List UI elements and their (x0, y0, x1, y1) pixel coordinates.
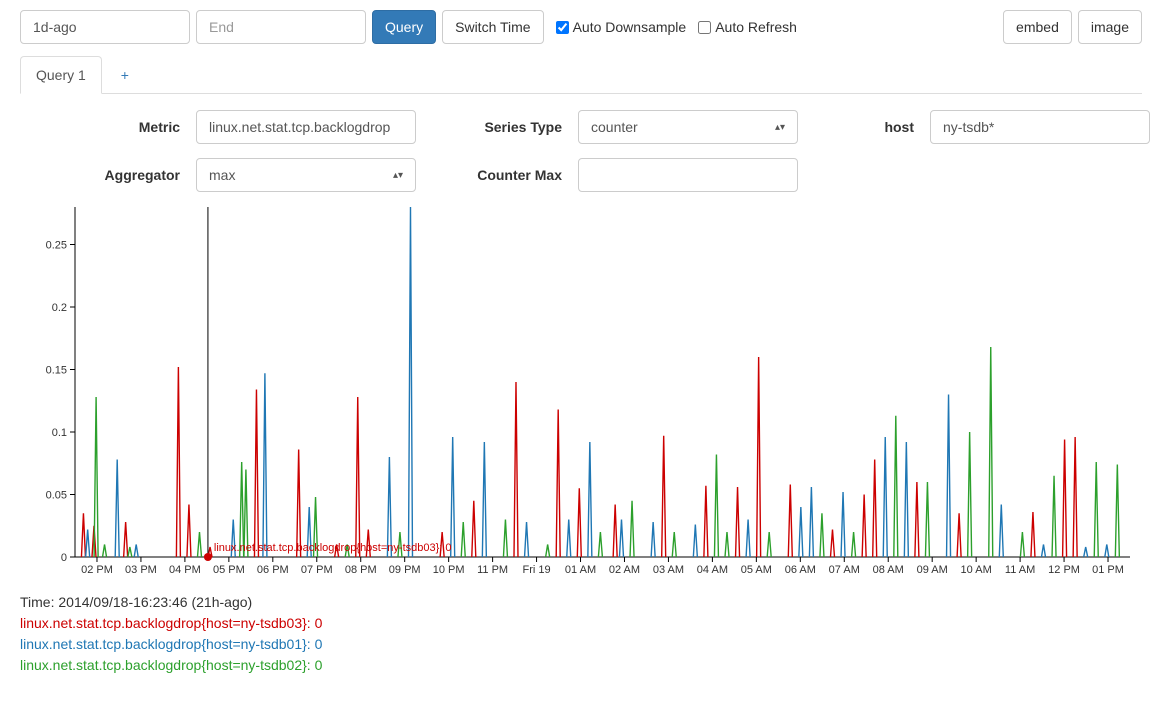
svg-text:04 AM: 04 AM (697, 564, 728, 576)
svg-text:0: 0 (61, 552, 67, 564)
host-label: host (814, 119, 914, 135)
svg-text:01 PM: 01 PM (1092, 564, 1124, 576)
svg-text:0.15: 0.15 (46, 365, 67, 377)
svg-text:0.25: 0.25 (46, 240, 67, 252)
svg-text:08 AM: 08 AM (873, 564, 904, 576)
legend-item: linux.net.stat.tcp.backlogdrop{host=ny-t… (20, 613, 1142, 634)
svg-text:10 PM: 10 PM (433, 564, 465, 576)
svg-text:11 AM: 11 AM (1005, 564, 1035, 576)
series-type-value: counter (591, 119, 638, 135)
embed-button[interactable]: embed (1003, 10, 1072, 44)
legend: Time: 2014/09/18-16:23:46 (21h-ago) linu… (20, 592, 1142, 676)
svg-text:07 AM: 07 AM (829, 564, 860, 576)
svg-text:0.2: 0.2 (52, 302, 67, 314)
svg-text:04 PM: 04 PM (169, 564, 201, 576)
tab-add-button[interactable]: + (106, 57, 144, 93)
svg-text:03 AM: 03 AM (653, 564, 684, 576)
start-input[interactable] (20, 10, 190, 44)
auto-downsample-checkbox[interactable]: Auto Downsample (556, 19, 687, 35)
top-toolbar: Query Switch Time Auto Downsample Auto R… (20, 10, 1142, 44)
switch-time-button[interactable]: Switch Time (442, 10, 543, 44)
svg-text:06 AM: 06 AM (785, 564, 816, 576)
chart-container: 0 0.05 0.1 0.15 0.2 0.25 02 PM 03 PM 04 PM 05 PM 0… (20, 202, 1142, 582)
aggregator-select[interactable]: max ▴▾ (196, 158, 416, 192)
legend-time: Time: 2014/09/18-16:23:46 (21h-ago) (20, 592, 1142, 613)
svg-text:Fri 19: Fri 19 (523, 564, 551, 576)
auto-downsample-input[interactable] (556, 21, 569, 34)
svg-text:02 AM: 02 AM (609, 564, 640, 576)
legend-item: linux.net.stat.tcp.backlogdrop{host=ny-t… (20, 655, 1142, 676)
chevron-updown-icon: ▴▾ (775, 122, 785, 133)
svg-text:02 PM: 02 PM (81, 564, 113, 576)
counter-max-input[interactable] (578, 158, 798, 192)
svg-text:07 PM: 07 PM (301, 564, 333, 576)
aggregator-value: max (209, 167, 235, 183)
host-input[interactable] (930, 110, 1150, 144)
series-type-select[interactable]: counter ▴▾ (578, 110, 798, 144)
svg-text:03 PM: 03 PM (125, 564, 157, 576)
svg-text:05 AM: 05 AM (741, 564, 772, 576)
legend-item: linux.net.stat.tcp.backlogdrop{host=ny-t… (20, 634, 1142, 655)
auto-refresh-input[interactable] (698, 21, 711, 34)
svg-text:12 PM: 12 PM (1048, 564, 1080, 576)
auto-refresh-checkbox[interactable]: Auto Refresh (698, 19, 797, 35)
svg-text:09 PM: 09 PM (389, 564, 421, 576)
time-series-chart[interactable]: 0 0.05 0.1 0.15 0.2 0.25 02 PM 03 PM 04 PM 05 PM 0… (20, 202, 1140, 582)
svg-text:06 PM: 06 PM (257, 564, 289, 576)
end-input[interactable] (196, 10, 366, 44)
auto-refresh-label: Auto Refresh (715, 19, 797, 35)
svg-text:01 AM: 01 AM (565, 564, 596, 576)
series-type-label: Series Type (432, 119, 562, 135)
query-button[interactable]: Query (372, 10, 436, 44)
svg-text:05 PM: 05 PM (213, 564, 245, 576)
metric-input[interactable] (196, 110, 416, 144)
tab-query-1[interactable]: Query 1 (20, 56, 102, 94)
svg-text:11 PM: 11 PM (477, 564, 508, 576)
svg-text:10 AM: 10 AM (961, 564, 992, 576)
query-form: Metric Series Type counter ▴▾ host Aggre… (40, 110, 1142, 192)
metric-label: Metric (40, 119, 180, 135)
svg-text:linux.net.stat.tcp.backlogdrop: linux.net.stat.tcp.backlogdrop{host=ny-t… (214, 542, 452, 554)
svg-text:08 PM: 08 PM (345, 564, 377, 576)
svg-text:0.05: 0.05 (46, 490, 67, 502)
counter-max-label: Counter Max (432, 167, 562, 183)
image-button[interactable]: image (1078, 10, 1142, 44)
aggregator-label: Aggregator (40, 167, 180, 183)
auto-downsample-label: Auto Downsample (573, 19, 687, 35)
query-tabs: Query 1 + (20, 56, 1142, 94)
svg-text:0.1: 0.1 (52, 427, 67, 439)
svg-text:09 AM: 09 AM (917, 564, 948, 576)
chevron-updown-icon: ▴▾ (393, 170, 403, 181)
